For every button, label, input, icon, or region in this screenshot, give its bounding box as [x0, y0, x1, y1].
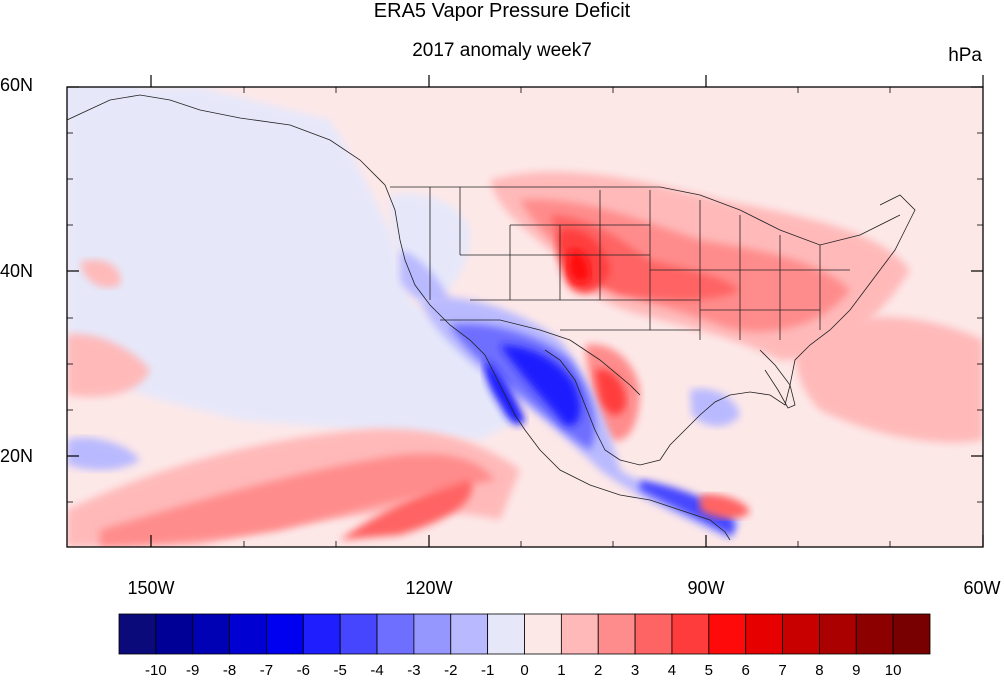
colorbar-swatch — [524, 613, 562, 655]
colorbar-tick-label: -2 — [444, 662, 458, 679]
colorbar-swatch — [782, 613, 820, 655]
colorbar-tick-label: 5 — [704, 662, 713, 679]
colorbar-tick-label: -6 — [296, 662, 310, 679]
colorbar-swatch — [745, 613, 783, 655]
geographic-outlines — [67, 94, 916, 541]
northeast-pacific-patch — [80, 259, 121, 288]
colorbar-swatch — [413, 613, 452, 655]
colorbar-tick-label: 0 — [520, 662, 529, 679]
colorbar-swatch — [855, 613, 894, 655]
baja-negative — [484, 360, 525, 425]
mexico-negative-3 — [500, 345, 581, 426]
us-canada-border — [390, 186, 901, 246]
colorbar-swatch — [560, 613, 599, 655]
plot-frame — [66, 86, 984, 548]
colorbar-swatch — [671, 613, 710, 655]
lon-label-150w: 150W — [127, 578, 175, 598]
colorbar-tick-label: 1 — [557, 662, 566, 679]
lon-label-60w: 60W — [963, 578, 1001, 598]
caribbean-positive — [700, 494, 750, 519]
pacific-positive-core — [100, 453, 495, 547]
florida — [759, 349, 796, 409]
anomaly-field — [67, 87, 983, 547]
colorbar-tick-label: -3 — [407, 662, 421, 679]
colorbar-tick-label: 3 — [630, 662, 640, 679]
map-subtitle: 2017 anomaly week7 — [412, 40, 592, 61]
colorbar-swatch — [192, 613, 230, 655]
units-label: hPa — [948, 45, 982, 66]
colorbar-tick-label: 4 — [667, 662, 677, 679]
lat-label-60n: 60N — [0, 75, 34, 95]
colorbar-swatch — [266, 613, 304, 655]
colorbar-swatch — [302, 613, 341, 655]
axis-ticks — [67, 75, 984, 547]
colorbar-tick-label: 10 — [884, 662, 902, 679]
colorbar-swatch — [597, 613, 636, 655]
colorbar-tick-label: 9 — [852, 662, 861, 679]
state-lines — [429, 187, 850, 340]
us-mexico-border — [440, 319, 641, 396]
colorbar-tick-label: 6 — [741, 662, 750, 679]
west-pacific-positive — [67, 334, 150, 397]
colorbar — [118, 613, 931, 655]
pacific-negative-band — [67, 87, 520, 440]
mexico-negative-2 — [450, 324, 595, 450]
lon-label-120w: 120W — [405, 578, 453, 598]
colorbar-swatch — [634, 613, 673, 655]
california-negative — [400, 250, 450, 304]
colorbar-tick-label: 2 — [594, 662, 603, 679]
atlantic-positive — [796, 316, 983, 443]
colorbar-tick-label: -7 — [259, 662, 274, 679]
map-title: ERA5 Vapor Pressure Deficit — [373, 0, 631, 22]
colorbar-tick-label: -9 — [186, 662, 200, 679]
colorbar-swatch — [376, 613, 415, 655]
colorbar-tick-label: -8 — [222, 662, 237, 679]
colorbar-swatch — [487, 613, 525, 655]
colorbar-tick-label: 8 — [815, 662, 824, 679]
lat-label-20n: 20N — [0, 446, 34, 466]
lon-label-90w: 90W — [687, 578, 725, 598]
colorbar-swatch — [892, 613, 931, 655]
gulf-negative — [690, 388, 740, 427]
colorbar-swatch — [819, 613, 857, 655]
pacific-positive-strong — [340, 480, 472, 540]
colorbar-swatch — [118, 613, 157, 655]
north-america-coastline — [67, 94, 916, 541]
colorbar-tick-label: -5 — [333, 662, 347, 679]
colorbar-swatch — [450, 613, 489, 655]
lat-label-40n: 40N — [0, 261, 34, 281]
colorbar-swatch — [155, 613, 194, 655]
colorbar-swatch — [339, 613, 378, 655]
colorbar-swatch — [708, 613, 747, 655]
plains-core — [568, 249, 591, 283]
minor-ticks — [67, 87, 983, 547]
hawaii-negative — [67, 437, 140, 470]
colorbar-tick-label: -10 — [145, 662, 167, 679]
colorbar-tick-label: -1 — [480, 662, 495, 679]
colorbar-tick-label: 7 — [778, 662, 787, 679]
texas-positive-core — [595, 369, 627, 416]
colorbar-swatch — [229, 613, 267, 655]
colorbar-tick-label: -4 — [370, 662, 384, 679]
